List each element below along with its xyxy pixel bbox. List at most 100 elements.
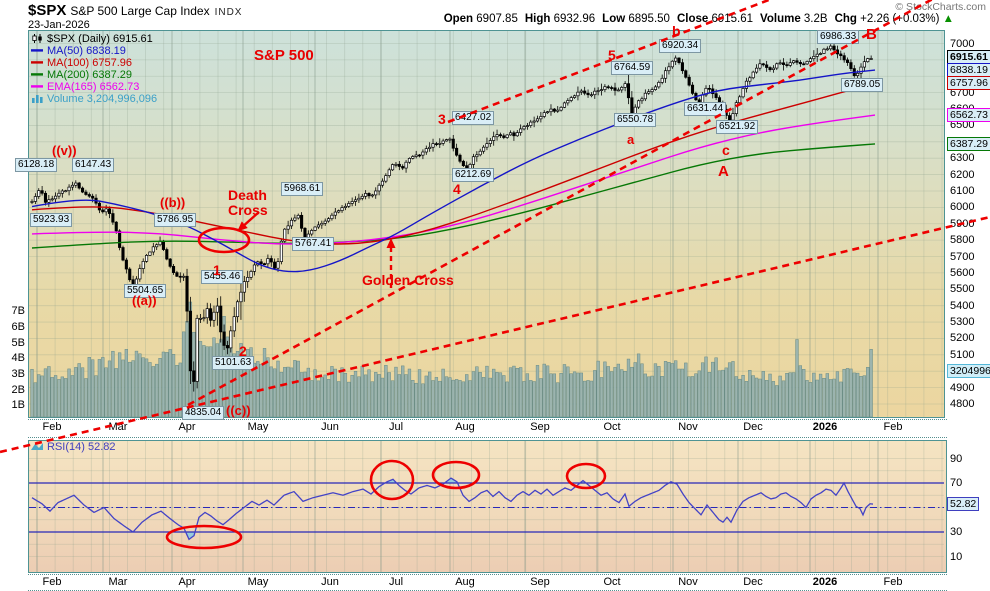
- legend-item-2: MA(100) 6757.96: [31, 57, 157, 69]
- month-label-sep-7: Sep: [530, 421, 550, 433]
- annotation-death-cross: Death Cross: [228, 187, 268, 218]
- month-label-aug-6: Aug: [455, 421, 475, 433]
- legend-text: $SPX (Daily) 6915.61: [47, 33, 153, 45]
- month-label-nov-9: Nov: [678, 421, 698, 433]
- legend-text: MA(50) 6838.19: [47, 45, 126, 57]
- axis-rsi-tag: 52.82: [947, 497, 980, 512]
- month-label-aug-6: Aug: [455, 576, 475, 588]
- price-tick-6300: 6300: [950, 152, 975, 165]
- volume-tick-3B: 3B: [11, 367, 25, 380]
- quote-label-low: Low: [602, 13, 626, 25]
- quote-label-volume: Volume: [760, 13, 801, 25]
- price-callout-5923.93: 5923.93: [30, 213, 73, 227]
- price-tick-5900: 5900: [950, 217, 975, 230]
- price-tick-5400: 5400: [950, 299, 975, 312]
- price-tick-5100: 5100: [950, 348, 975, 361]
- rsi-tick-10: 10: [950, 550, 963, 563]
- legend-item-4: EMA(165) 6562.73: [31, 81, 157, 93]
- annotation-5: 5: [608, 47, 616, 63]
- symbol: $SPX: [28, 2, 67, 19]
- price-tick-5600: 5600: [950, 266, 975, 279]
- change-up-arrow: ▲: [939, 13, 954, 25]
- month-label-apr-2: Apr: [178, 421, 196, 433]
- rsi-tick-70: 70: [950, 477, 963, 489]
- price-tick-4800: 4800: [950, 397, 975, 410]
- price-tick-5200: 5200: [950, 332, 975, 345]
- legend-text: EMA(165) 6562.73: [47, 81, 140, 93]
- legend-text: MA(100) 6757.96: [47, 57, 132, 69]
- month-label-2026-11: 2026: [812, 421, 838, 433]
- price-tick-5700: 5700: [950, 250, 975, 263]
- month-label-jul-5: Jul: [388, 576, 404, 588]
- legend-item-0: $SPX (Daily) 6915.61: [31, 33, 157, 45]
- quote-value-volume: 3.2B: [800, 13, 828, 25]
- rsi-tick-30: 30: [950, 526, 963, 538]
- annotation-s-p-500: S&P 500: [254, 47, 314, 64]
- annotation-a: A: [718, 163, 729, 180]
- annotation-c: c: [722, 142, 730, 158]
- rsi-plot-area: [28, 440, 947, 573]
- month-label-may-3: May: [247, 421, 269, 433]
- month-label-dec-10: Dec: [743, 421, 763, 433]
- volume-tick-6B: 6B: [11, 320, 25, 333]
- volume-tick-7B: 7B: [11, 305, 25, 318]
- price-tick-5500: 5500: [950, 283, 975, 296]
- month-label-mar-1: Mar: [108, 576, 128, 588]
- price-callout-6789.05: 6789.05: [841, 78, 884, 92]
- line-icon: [31, 73, 43, 76]
- annotation-a: a: [627, 132, 635, 147]
- volume-bars-icon: [32, 95, 43, 103]
- month-label-oct-8: Oct: [603, 421, 621, 433]
- legend-text: Volume 3,204,996,096: [47, 93, 158, 105]
- price-tick-5300: 5300: [950, 316, 975, 329]
- axis-price-tag-6757.96: 6757.96: [947, 76, 990, 91]
- quote-line: Open 6907.85 High 6932.96 Low 6895.50 Close…: [437, 13, 954, 25]
- quote-value-close: 6915.61: [708, 13, 754, 25]
- month-label-feb-12: Feb: [883, 576, 903, 588]
- annotation-1: 1: [213, 262, 221, 278]
- month-label-may-3: May: [247, 576, 269, 588]
- volume-tick-1B: 1B: [11, 399, 25, 412]
- symbol-name: S&P 500 Large Cap Index: [70, 4, 210, 18]
- price-callout-5968.61: 5968.61: [281, 182, 324, 196]
- candlestick-icon: [32, 34, 42, 43]
- price-tick-5800: 5800: [950, 234, 975, 247]
- annotation-b: b: [672, 23, 681, 39]
- month-label-feb-0: Feb: [42, 576, 62, 588]
- annotation-3: 3: [438, 111, 446, 127]
- quote-value-chg: +2.26 (+0.03%): [856, 13, 940, 25]
- price-tick-6100: 6100: [950, 184, 975, 197]
- price-callout-6128.18: 6128.18: [15, 158, 58, 172]
- price-tick-6000: 6000: [950, 201, 975, 214]
- price-callout-5455.46: 5455.46: [201, 270, 244, 284]
- legend-item-3: MA(200) 6387.29: [31, 69, 157, 81]
- volume-tick-2B: 2B: [11, 383, 25, 396]
- rsi-legend: RSI(14) 52.82: [31, 441, 115, 453]
- month-label-jul-5: Jul: [388, 421, 404, 433]
- price-callout-6920.34: 6920.34: [659, 39, 702, 53]
- exchange: INDX: [214, 7, 243, 18]
- month-label-nov-9: Nov: [678, 576, 698, 588]
- legend-text: MA(200) 6387.29: [47, 69, 132, 81]
- chart-header: $SPX S&P 500 Large Cap Index INDX 23-Jan-2…: [28, 2, 242, 31]
- price-callout-6427.02: 6427.02: [452, 111, 495, 125]
- axis-price-tag-6838.19: 6838.19: [947, 63, 990, 77]
- annotation--a-: ((a)): [132, 293, 157, 308]
- volume-tick-4B: 4B: [11, 352, 25, 365]
- price-callout-5767.41: 5767.41: [292, 237, 335, 251]
- axis-price-tag-6562.73: 6562.73: [947, 108, 990, 123]
- quote-label-high: High: [524, 13, 551, 25]
- price-callout-6550.78: 6550.78: [614, 113, 657, 127]
- month-label-oct-8: Oct: [603, 576, 621, 588]
- rsi-icon: [31, 443, 43, 450]
- legend-item-5: Volume 3,204,996,096: [31, 93, 157, 105]
- line-icon: [31, 61, 43, 64]
- price-callout-4835.04: 4835.04: [182, 406, 225, 420]
- rsi-label: RSI(14) 52.82: [47, 441, 116, 453]
- volume-tick-5B: 5B: [11, 336, 25, 349]
- line-icon: [31, 49, 43, 52]
- month-label-dec-10: Dec: [743, 576, 763, 588]
- price-legend: $SPX (Daily) 6915.61 MA(50) 6838.19 MA(100…: [31, 33, 157, 105]
- price-callout-6521.92: 6521.92: [716, 120, 759, 134]
